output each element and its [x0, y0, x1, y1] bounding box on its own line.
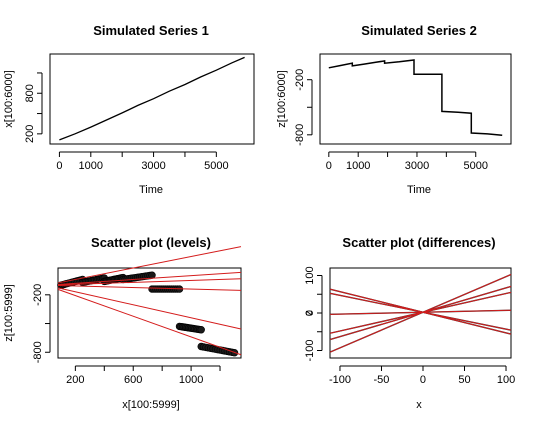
panel-4-xticks: -100 -50 0 50 100 [329, 365, 515, 386]
x-tick-label: 0 [56, 160, 62, 172]
panel-4-fit-lines [329, 274, 512, 353]
panel-1-plot-box [49, 53, 255, 145]
x-tick-label: -50 [374, 374, 390, 386]
panel-4-title: Scatter plot (differences) [342, 235, 495, 250]
fit-line [57, 271, 242, 285]
panel-2-ylabel: z[100:6000] [276, 70, 288, 128]
y-tick-label: -800 [32, 341, 44, 363]
y-tick-label: -800 [294, 124, 306, 146]
fit-line [329, 288, 512, 335]
x-tick-label: 1000 [346, 160, 370, 172]
panel-4-xlabel: x [416, 399, 422, 411]
fit-line [57, 246, 242, 284]
panel-series-2: Simulated Series 2 0 1000 3000 5000 -200 -80… [276, 23, 512, 196]
panel-1-yticks: 200 800 [24, 72, 43, 143]
panel-3-yticks: -200 -800 [32, 284, 51, 363]
panel-scatter-levels: Scatter plot (levels) 200 600 1000 -200 -80… [3, 235, 242, 411]
panel-1-title: Simulated Series 1 [93, 23, 209, 38]
y-tick-label: -200 [32, 284, 44, 306]
panel-2-series-line [328, 59, 503, 137]
panel-2-xlabel: Time [407, 184, 431, 196]
x-tick-label: 50 [458, 374, 470, 386]
fit-line [329, 291, 512, 334]
x-tick-label: 5000 [463, 160, 487, 172]
x-tick-label: 5000 [204, 160, 228, 172]
panel-1-series-line [59, 56, 245, 141]
x-tick-label: 200 [66, 374, 84, 386]
x-tick-label: 1000 [79, 160, 103, 172]
panel-3-fit-lines [57, 246, 242, 356]
x-tick-label: 0 [326, 160, 332, 172]
x-tick-label: 3000 [141, 160, 165, 172]
panel-4-yticks: -100 0 100 [304, 266, 323, 362]
panel-4-ylabel: z [303, 310, 315, 316]
y-tick-label: 0 [304, 310, 316, 316]
y-tick-label: 800 [24, 84, 36, 102]
panel-2-title: Simulated Series 2 [361, 23, 477, 38]
fit-line [329, 309, 512, 315]
panel-2-xticks: 0 1000 3000 5000 [326, 151, 488, 172]
fit-line [57, 278, 242, 286]
panel-1-xticks: 0 1000 3000 5000 [56, 151, 229, 172]
panel-4-plot-box [329, 267, 512, 359]
panel-3-xlabel: x[100:5999] [122, 399, 180, 411]
panel-scatter-differences: Scatter plot (differences) -100 -50 0 50 100… [303, 235, 515, 411]
panel-2-yticks: -200 -800 [294, 69, 313, 146]
data-point [197, 326, 205, 334]
panel-1-xlabel: Time [139, 184, 163, 196]
y-tick-label: 200 [24, 125, 36, 143]
x-tick-label: 0 [420, 374, 426, 386]
panel-2-plot-box [319, 53, 512, 145]
data-point [148, 271, 156, 279]
x-tick-label: 3000 [405, 160, 429, 172]
panel-3-xticks: 200 600 1000 [66, 365, 221, 386]
panel-3-title: Scatter plot (levels) [91, 235, 211, 250]
x-tick-label: 100 [497, 374, 515, 386]
x-tick-label: 1000 [179, 374, 203, 386]
y-tick-label: 100 [304, 266, 316, 284]
panel-series-1: Simulated Series 1 0 1000 3000 5000 200800 … [3, 23, 255, 196]
x-tick-label: 600 [124, 374, 142, 386]
y-tick-label: -200 [294, 69, 306, 91]
panel-3-ylabel: z[100:5999] [3, 284, 15, 342]
x-tick-label: -100 [329, 374, 351, 386]
y-tick-label: -100 [304, 339, 316, 361]
panel-3-plot-box [57, 267, 242, 359]
panel-1-ylabel: x[100:6000] [3, 70, 15, 128]
fit-line [57, 288, 242, 356]
fit-line [57, 285, 242, 291]
fit-line [57, 287, 242, 330]
